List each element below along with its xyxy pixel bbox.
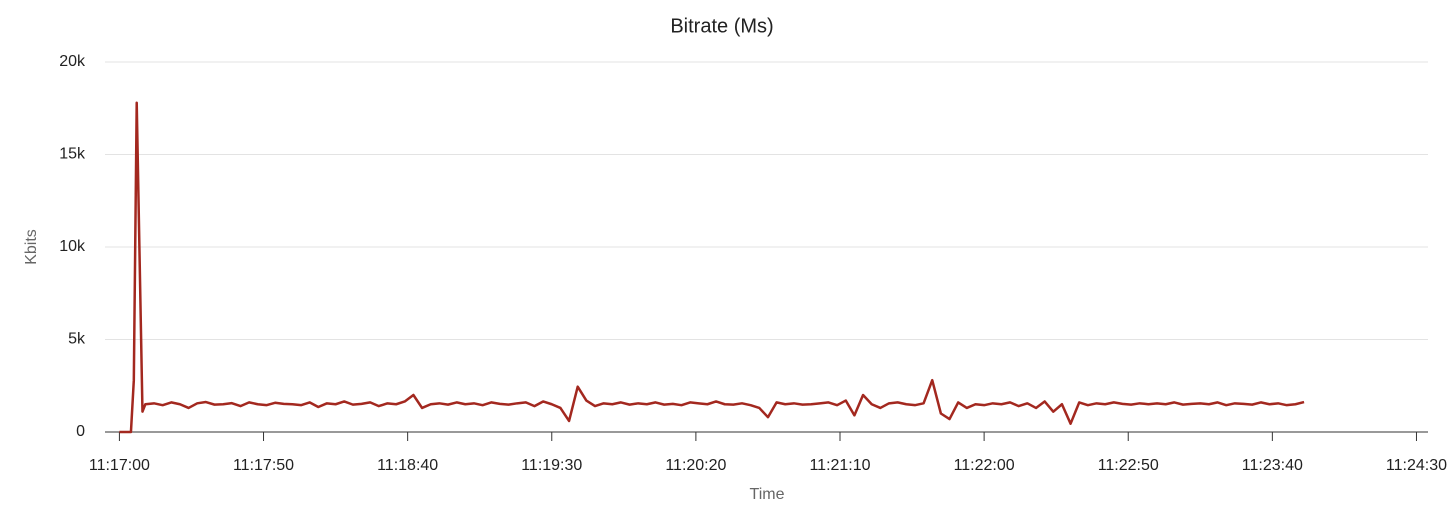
y-tick-label: 20k (59, 53, 86, 70)
x-axis-title: Time (750, 486, 785, 503)
x-tick-label: 11:20:20 (665, 457, 726, 474)
chart-title: Bitrate (Ms) (670, 15, 773, 37)
x-tick-label: 11:22:50 (1098, 457, 1159, 474)
y-axis-title: Kbits (23, 229, 40, 265)
y-tick-label: 0 (76, 423, 85, 440)
y-tick-label: 15k (59, 146, 86, 163)
x-tick-label: 11:22:00 (954, 457, 1015, 474)
data-line (119, 101, 1305, 434)
x-tick-label: 11:19:30 (521, 457, 582, 474)
x-tick-label: 11:17:50 (233, 457, 294, 474)
x-tick-label: 11:21:10 (809, 457, 870, 474)
x-tick-label: 11:24:30 (1386, 457, 1447, 474)
y-tick-label: 10k (59, 238, 86, 255)
x-tick-label: 11:17:00 (89, 457, 150, 474)
x-tick-label: 11:23:40 (1242, 457, 1303, 474)
x-tick-label: 11:18:40 (377, 457, 438, 474)
y-tick-label: 5k (68, 331, 86, 348)
